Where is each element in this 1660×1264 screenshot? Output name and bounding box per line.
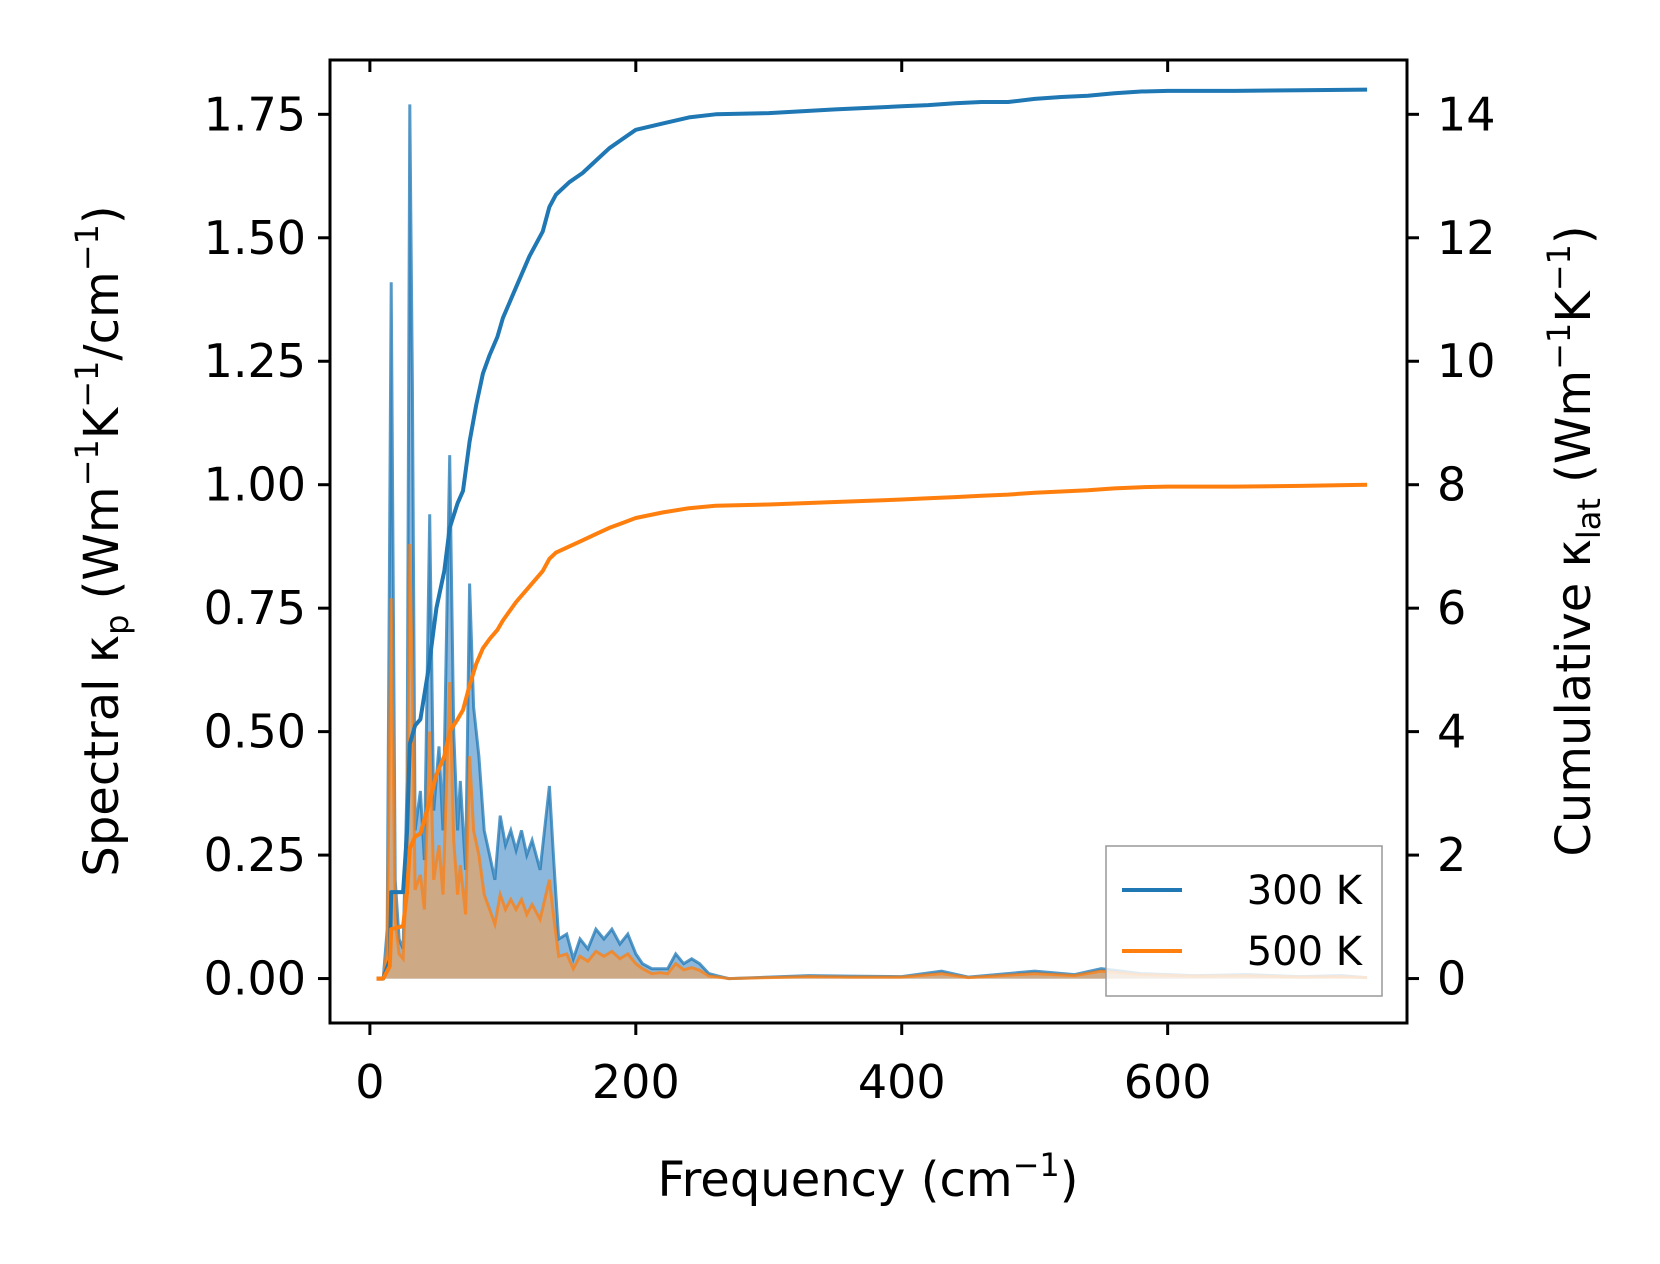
legend: 300 K 500 K [1105,845,1383,997]
y-left-axis-label: Spectral κp (Wm−1K−1/cm−1) [68,205,136,876]
legend-label-300k: 300 K [1247,868,1364,914]
cumulative-line-300k [376,87,1368,981]
axis-ticks [318,60,1419,1035]
y-right-tick-label: 4 [1437,705,1466,759]
spectral-fill-500k [376,544,1368,979]
y-right-tick-label: 14 [1437,87,1496,141]
y-right-axis-label: Cumulative κlat (Wm−1K−1) [1540,225,1608,856]
y-left-tick-label: 1.50 [204,211,306,265]
y-left-tick-label: 1.25 [204,334,306,388]
legend-box [1105,845,1383,997]
y-left-tick-label: 0.25 [204,828,306,882]
x-tick-label: 200 [592,1055,680,1109]
y-right-tick-label: 0 [1437,952,1466,1006]
spectral-fills [376,104,1368,981]
y-right-tick-label: 10 [1437,334,1496,388]
legend-label-500k: 500 K [1247,929,1364,975]
y-left-tick-label: 1.00 [204,458,306,512]
y-right-tick-label: 12 [1437,211,1496,265]
cumulative-lines [376,87,1368,981]
x-tick-label: 400 [858,1055,946,1109]
plot-frame [328,58,1409,1025]
x-tick-label: 0 [355,1055,384,1109]
x-tick-label: 600 [1124,1055,1212,1109]
y-left-tick-label: 0.75 [204,581,306,635]
y-right-tick-label: 6 [1437,581,1466,635]
y-right-tick-label: 8 [1437,458,1466,512]
x-axis-label: Frequency (cm−1) [657,1146,1078,1208]
spectral-outline-500k [376,543,1368,981]
y-left-tick-label: 0.50 [204,705,306,759]
y-left-tick-label: 1.75 [204,87,306,141]
y-left-tick-label: 0.00 [204,952,306,1006]
y-right-tick-label: 2 [1437,828,1466,882]
cumulative-line-500k [376,482,1368,981]
